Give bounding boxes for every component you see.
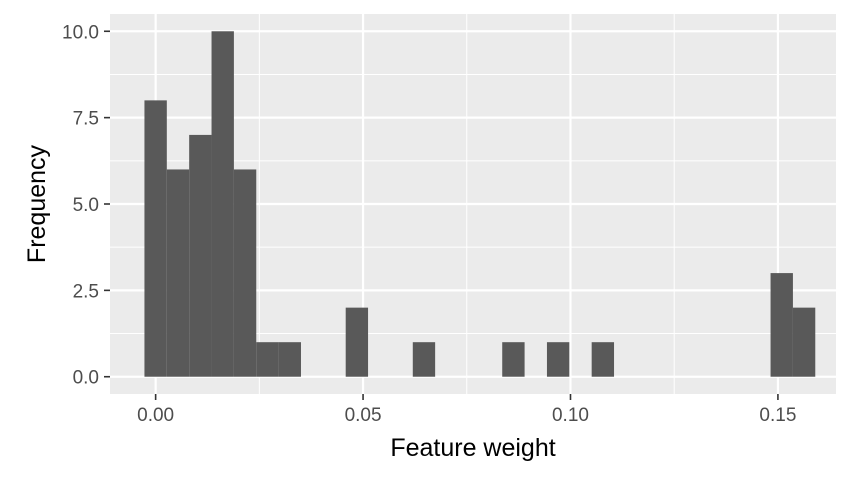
histogram-bar xyxy=(144,100,167,377)
y-tick-label: 0.0 xyxy=(73,368,99,389)
x-tick-label: 0.10 xyxy=(552,405,589,426)
histogram-bar xyxy=(211,31,234,377)
histogram-bar xyxy=(502,342,525,377)
y-axis: 0.0 2.5 5.0 7.5 10.0 xyxy=(62,22,110,389)
x-axis: 0.00 0.05 0.10 0.15 xyxy=(137,394,796,426)
histogram-bar xyxy=(189,134,212,377)
histogram-bar xyxy=(770,273,793,377)
y-tick-label: 7.5 xyxy=(73,109,99,130)
histogram-bar xyxy=(278,342,301,377)
histogram-bar xyxy=(256,342,279,377)
histogram-bar xyxy=(233,169,257,377)
y-tick-label: 10.0 xyxy=(62,22,99,43)
histogram-bars xyxy=(144,31,816,377)
histogram-bar xyxy=(412,342,436,377)
histogram-bar xyxy=(792,307,816,377)
histogram-bar xyxy=(591,342,615,377)
x-tick-label: 0.15 xyxy=(759,405,796,426)
histogram-bar xyxy=(345,307,369,377)
y-axis-title: Frequency xyxy=(23,144,51,263)
x-tick-label: 0.00 xyxy=(137,405,174,426)
x-axis-title: Feature weight xyxy=(390,434,555,462)
histogram-bar xyxy=(546,342,570,377)
histogram-bar xyxy=(166,169,190,377)
x-tick-label: 0.05 xyxy=(345,405,382,426)
y-tick-label: 5.0 xyxy=(73,195,99,216)
y-tick-label: 2.5 xyxy=(73,281,99,302)
